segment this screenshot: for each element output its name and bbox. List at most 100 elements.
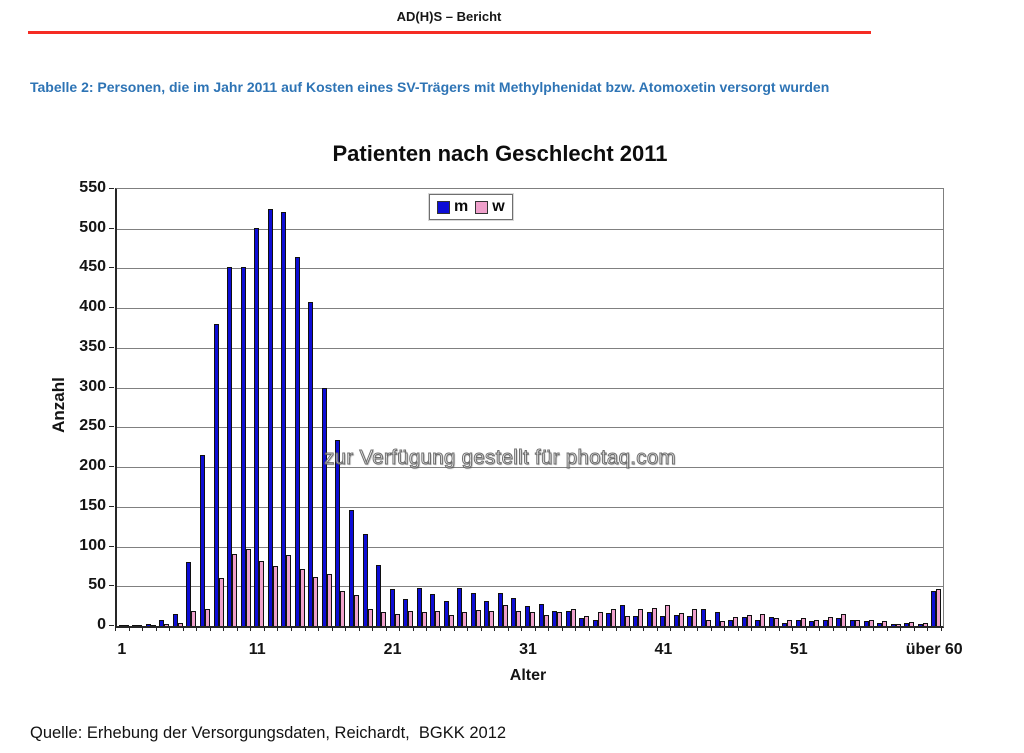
bar-m-age-36 [592, 620, 598, 626]
watermark-text: zur Verfügung gestellt für photaq.com [324, 446, 677, 470]
x-axis-tick [209, 627, 211, 631]
gridline [117, 586, 943, 588]
y-axis-tick [109, 386, 114, 388]
bar-m-age-42 [673, 615, 679, 626]
gridline [117, 467, 943, 469]
bar-w-age-23 [421, 612, 427, 626]
bar-m-age-32 [538, 604, 544, 626]
x-axis-tick [805, 627, 807, 631]
document-header-title: AD(H)S – Bericht [396, 9, 502, 24]
bar-w-age-55 [854, 620, 860, 626]
bar-w-age-13 [286, 555, 292, 626]
bar-m-age-46 [728, 620, 734, 626]
bar-m-age-17 [335, 440, 341, 626]
x-axis-tick [494, 627, 496, 631]
x-axis-tick [561, 627, 563, 631]
bar-w-age-7 [205, 609, 211, 626]
bar-w-age-31 [530, 612, 535, 626]
bar-m-age-54 [836, 618, 842, 626]
bar-w-age-28 [489, 611, 495, 626]
x-axis-tick [724, 627, 726, 631]
bar-m-age-45 [714, 612, 720, 626]
x-axis-tick [737, 627, 739, 631]
y-axis-tick [109, 545, 114, 547]
bar-w-age-18 [353, 595, 359, 626]
bar-m-age-21 [389, 589, 395, 626]
x-axis-tick [236, 627, 238, 631]
x-axis-tick [304, 627, 306, 631]
x-axis-tick [182, 627, 184, 631]
bar-w-age-21 [394, 614, 400, 626]
bar-w-age-50 [787, 620, 793, 626]
bar-m-age-48 [755, 620, 761, 626]
x-axis-tick [873, 627, 875, 631]
bar-w-age-27 [475, 610, 481, 626]
x-axis-tick [115, 627, 116, 631]
bar-w-age-30 [516, 611, 522, 626]
x-axis-tick [196, 627, 198, 631]
x-tick-label: 41 [654, 641, 673, 658]
bar-w-age-38 [624, 616, 630, 626]
x-axis-tick [927, 627, 929, 631]
chart-title: Patienten nach Geschlecht 2011 [332, 141, 668, 166]
plot-area [115, 188, 944, 628]
bar-w-age-20 [381, 612, 387, 626]
x-axis-tick [291, 627, 293, 631]
bar-m-age-53 [822, 620, 828, 626]
bar-m-age-56 [863, 621, 869, 626]
x-axis-tick [764, 627, 766, 631]
legend-label-m: m [454, 198, 469, 215]
bar-m-age-20 [376, 565, 382, 626]
bar-w-age-24 [435, 611, 441, 626]
gridline [117, 308, 943, 310]
x-axis-tick [886, 627, 888, 631]
bar-m-age-52 [809, 621, 815, 626]
legend-entry-m: m [437, 198, 468, 216]
x-axis-tick [331, 627, 333, 631]
x-axis-tick [778, 627, 780, 631]
x-axis-tick [223, 627, 225, 631]
bar-m-age-6 [186, 562, 192, 626]
bar-w-age-58 [895, 624, 901, 626]
bar-w-age-48 [760, 614, 766, 626]
bar-w-age-40 [651, 608, 657, 626]
bar-w-age-2 [137, 625, 143, 626]
x-tick-label: 51 [789, 641, 808, 658]
x-axis-tick [832, 627, 834, 631]
bar-m-age-26 [457, 588, 463, 626]
x-axis-tick [155, 627, 157, 631]
x-axis-tick [467, 627, 469, 631]
bar-w-age-16 [326, 574, 332, 626]
bar-m-age-59 [904, 623, 910, 626]
bar-w-age-49 [773, 618, 779, 626]
x-axis-tick [507, 627, 509, 631]
table-caption: Tabelle 2: Personen, die im Jahr 2011 au… [30, 79, 830, 95]
gridline [117, 387, 943, 389]
bar-m-age-15 [308, 302, 314, 626]
gridline [117, 506, 943, 508]
x-axis-tick [670, 627, 672, 631]
legend-label-w: w [492, 198, 505, 215]
bar-m-age-43 [687, 616, 693, 626]
bar-w-age-36 [597, 612, 603, 626]
legend-entry-w: w [475, 198, 505, 216]
bar-m-age-5 [172, 614, 178, 626]
bar-w-age-25 [448, 615, 454, 626]
x-axis-tick [412, 627, 414, 631]
bar-m-age-1 [118, 625, 124, 626]
bar-w-age-52 [814, 620, 820, 626]
bar-m-age-37 [606, 613, 612, 626]
bar-m-age-29 [497, 593, 503, 626]
bar-w-age-53 [827, 617, 833, 626]
x-axis-tick [656, 627, 658, 631]
gridline [117, 228, 943, 230]
x-axis-tick [318, 627, 320, 631]
x-axis-tick [900, 627, 902, 631]
bar-m-age-33 [552, 611, 558, 626]
bar-m-age-14 [294, 257, 300, 626]
x-axis-tick [385, 627, 387, 631]
x-axis-tick [372, 627, 374, 631]
bar-w-age-46 [733, 617, 739, 626]
